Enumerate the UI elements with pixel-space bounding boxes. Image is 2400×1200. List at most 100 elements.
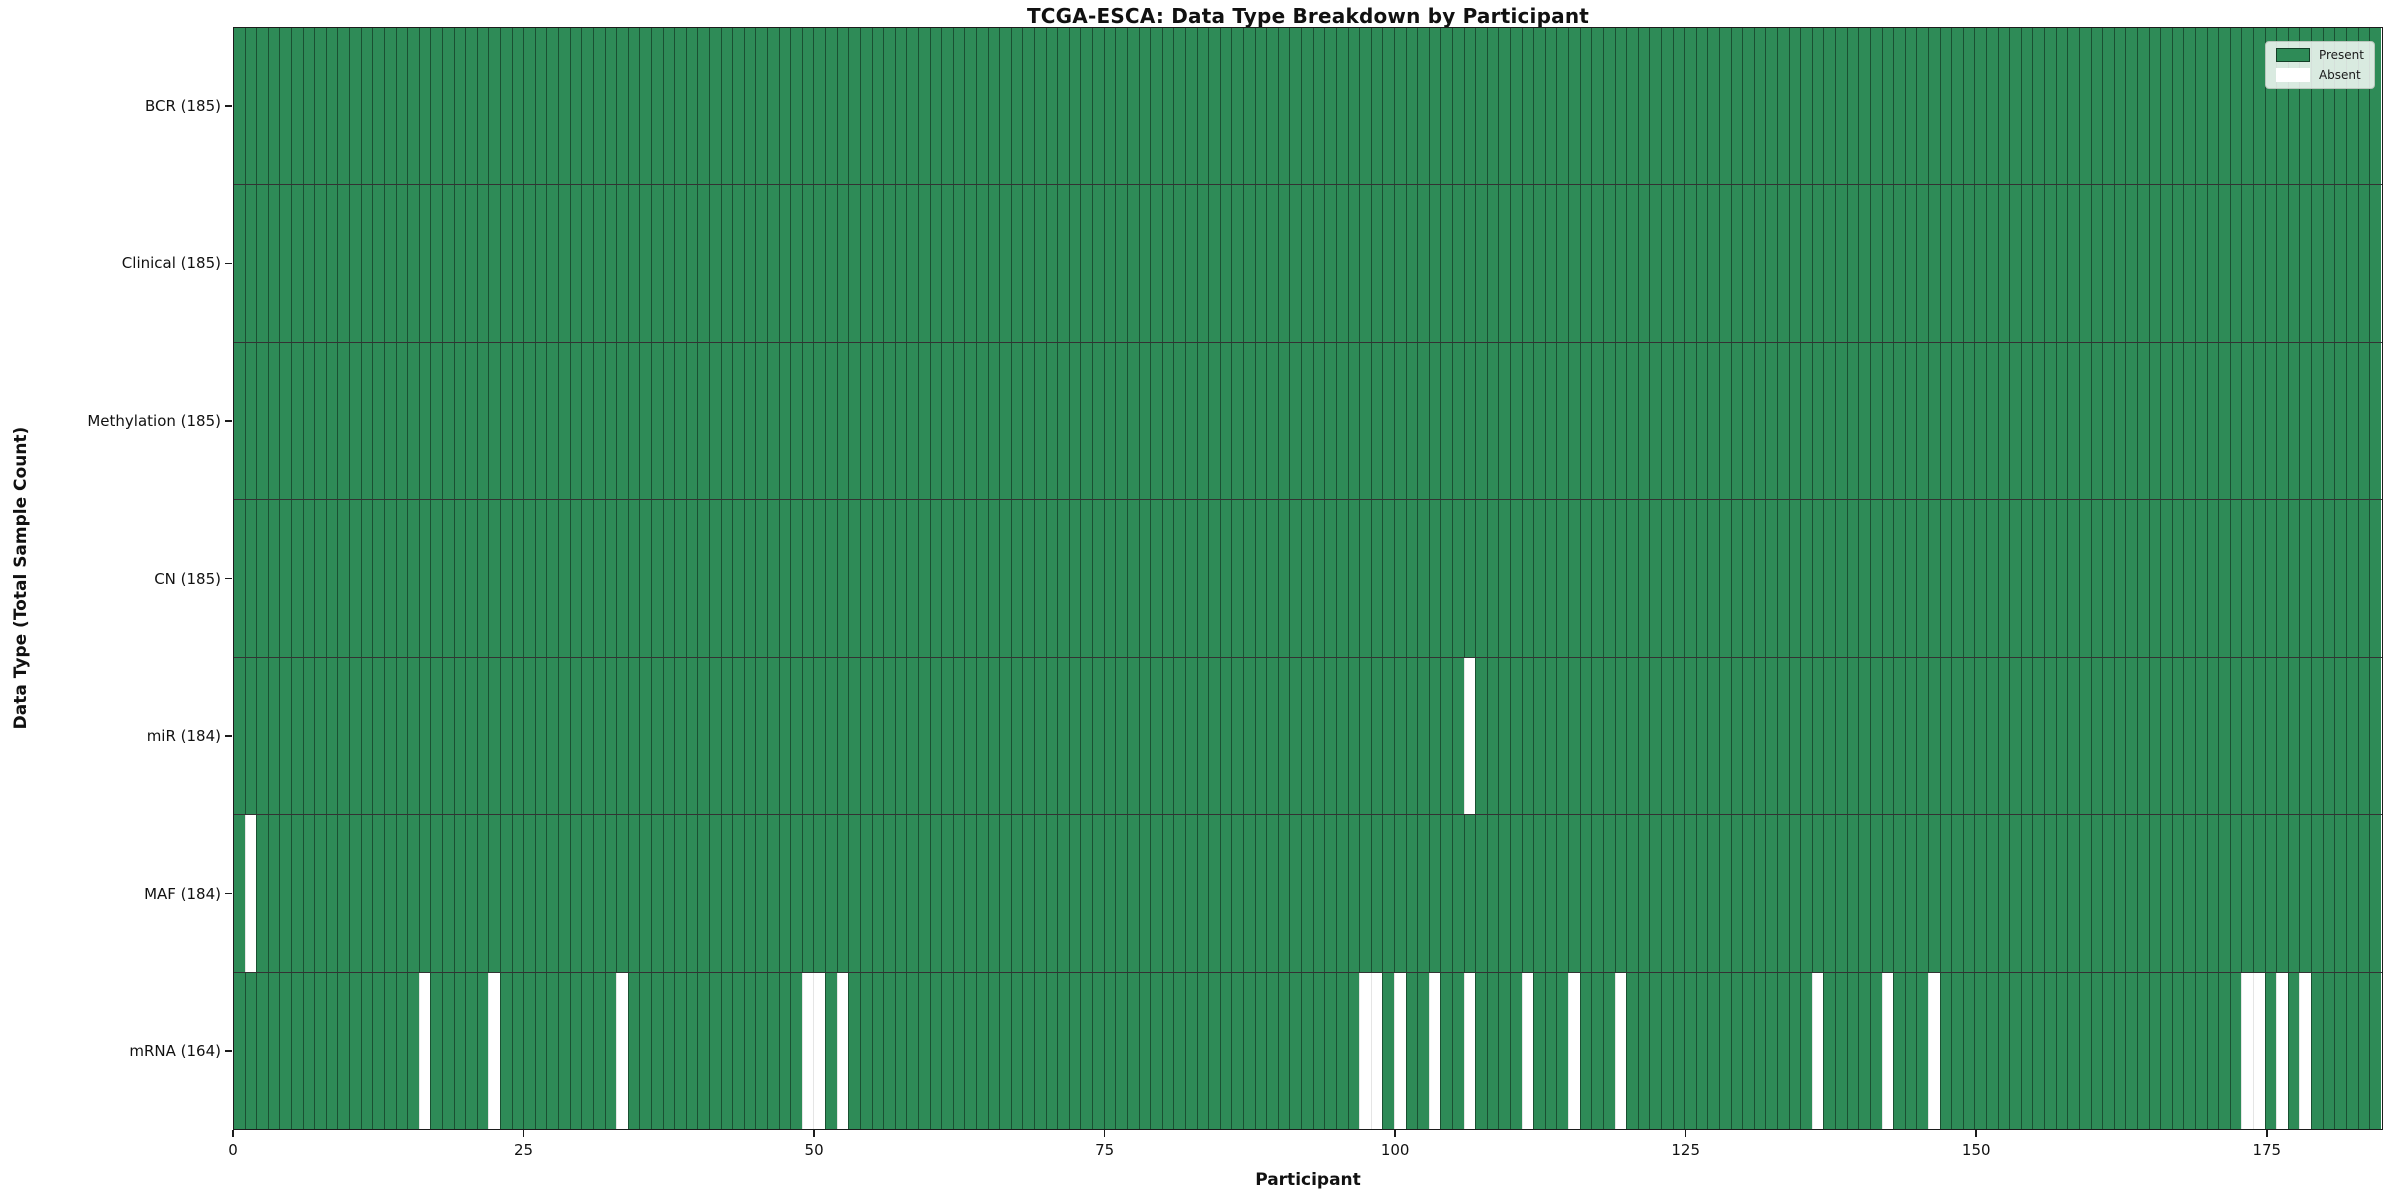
- cell-present: [1243, 185, 1255, 342]
- cell-present: [1800, 28, 1812, 185]
- cell-present: [1637, 28, 1650, 185]
- cell-present: [1010, 185, 1023, 342]
- cell-present: [1417, 657, 1429, 815]
- cell-present: [1335, 500, 1348, 657]
- cell-present: [1184, 500, 1197, 657]
- cell-present: [349, 972, 361, 1129]
- cell-present: [314, 342, 326, 500]
- legend-item-present: Present: [2275, 48, 2364, 62]
- cell-present: [372, 185, 384, 342]
- cell-present: [1695, 657, 1708, 815]
- cell-present: [2020, 657, 2033, 815]
- y-tick-label-mRNA: mRNA (164): [129, 1042, 221, 1061]
- cell-present: [2287, 185, 2300, 342]
- cell-present: [685, 342, 698, 500]
- cell-present: [1788, 657, 1801, 815]
- cell-present: [523, 500, 535, 657]
- cell-present: [1916, 657, 1928, 815]
- cell-present: [441, 815, 454, 972]
- cell-present: [453, 185, 466, 342]
- cell-present: [755, 972, 768, 1129]
- cell-present: [1266, 28, 1278, 185]
- cell-present: [2357, 500, 2370, 657]
- cell-present: [1301, 815, 1313, 972]
- cell-present: [976, 972, 988, 1129]
- cell-present: [2067, 972, 2079, 1129]
- cell-present: [291, 342, 303, 500]
- cell-present: [2020, 815, 2033, 972]
- cell-present: [859, 185, 872, 342]
- cell-present: [848, 972, 860, 1129]
- y-tick-mark: [225, 735, 232, 737]
- cell-present: [848, 185, 860, 342]
- cell-present: [1196, 342, 1209, 500]
- cell-present: [1730, 342, 1743, 500]
- cell-present: [1475, 815, 1487, 972]
- cell-present: [767, 185, 779, 342]
- cell-present: [1301, 185, 1313, 342]
- cell-present: [1823, 28, 1836, 185]
- cell-present: [964, 185, 976, 342]
- cell-present: [1986, 972, 1998, 1129]
- cell-present: [1707, 28, 1719, 185]
- cell-present: [1695, 342, 1708, 500]
- cell-present: [1138, 657, 1151, 815]
- cell-present: [662, 815, 675, 972]
- cell-present: [790, 28, 802, 185]
- cell-present: [1823, 185, 1836, 342]
- cell-present: [976, 28, 988, 185]
- cell-present: [234, 28, 245, 185]
- cell-present: [1788, 28, 1801, 185]
- cell-present: [1951, 28, 1963, 185]
- cell-present: [1486, 815, 1499, 972]
- cell-present: [1835, 342, 1847, 500]
- cell-present: [279, 28, 292, 185]
- cell-present: [1254, 972, 1267, 1129]
- cell-present: [1103, 972, 1116, 1129]
- cell-present: [476, 815, 489, 972]
- cell-present: [453, 815, 466, 972]
- cell-present: [1556, 28, 1569, 185]
- cell-present: [2102, 342, 2114, 500]
- cell-present: [836, 342, 849, 500]
- cell-present: [1092, 972, 1104, 1129]
- cell-present: [894, 815, 907, 972]
- cell-present: [616, 500, 628, 657]
- cell-absent: [1393, 972, 1406, 1129]
- cell-present: [1707, 815, 1719, 972]
- cell-present: [569, 185, 582, 342]
- cell-present: [302, 657, 315, 815]
- cell-present: [546, 972, 559, 1129]
- cell-present: [871, 815, 884, 972]
- cell-present: [360, 657, 373, 815]
- cell-present: [1370, 815, 1383, 972]
- cell-present: [1324, 500, 1336, 657]
- cell-present: [906, 657, 918, 815]
- cell-present: [929, 28, 942, 185]
- cell-present: [1150, 972, 1162, 1129]
- cell-present: [2345, 342, 2358, 500]
- cell-present: [2032, 185, 2045, 342]
- cell-present: [1184, 28, 1197, 185]
- cell-present: [1312, 185, 1325, 342]
- cell-present: [1858, 500, 1870, 657]
- cell-present: [1939, 342, 1952, 500]
- cell-present: [732, 972, 744, 1129]
- cell-present: [2345, 500, 2358, 657]
- cell-present: [2369, 185, 2381, 342]
- x-tick-label-175: 175: [2252, 1141, 2282, 1159]
- cell-present: [708, 185, 721, 342]
- cell-present: [859, 972, 872, 1129]
- cell-present: [2171, 657, 2184, 815]
- cell-present: [407, 657, 419, 815]
- cell-present: [1417, 185, 1429, 342]
- cell-present: [604, 185, 617, 342]
- cell-present: [1208, 657, 1220, 815]
- cell-present: [2125, 500, 2137, 657]
- cell-present: [1974, 28, 1987, 185]
- cell-present: [1057, 28, 1069, 185]
- cell-absent: [813, 972, 826, 1129]
- cell-present: [500, 342, 512, 500]
- cell-present: [1695, 185, 1708, 342]
